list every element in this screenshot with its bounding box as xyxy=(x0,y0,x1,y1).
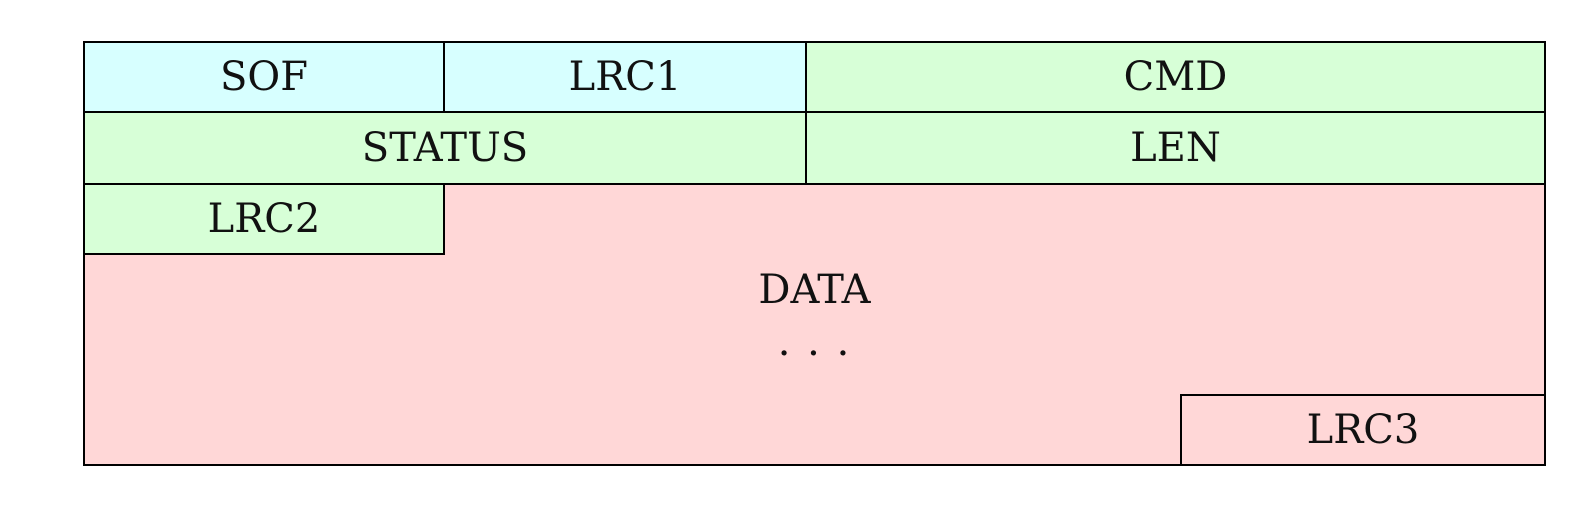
field-cmd: CMD xyxy=(805,41,1546,113)
data-ellipsis: · · · xyxy=(777,331,852,377)
field-sof: SOF xyxy=(83,41,445,113)
field-lrc1: LRC1 xyxy=(443,41,807,113)
data-label: DATA xyxy=(758,267,871,313)
field-lrc2: LRC2 xyxy=(83,183,445,255)
field-lrc3: LRC3 xyxy=(1180,394,1546,466)
field-len: LEN xyxy=(805,111,1546,185)
field-status: STATUS xyxy=(83,111,807,185)
